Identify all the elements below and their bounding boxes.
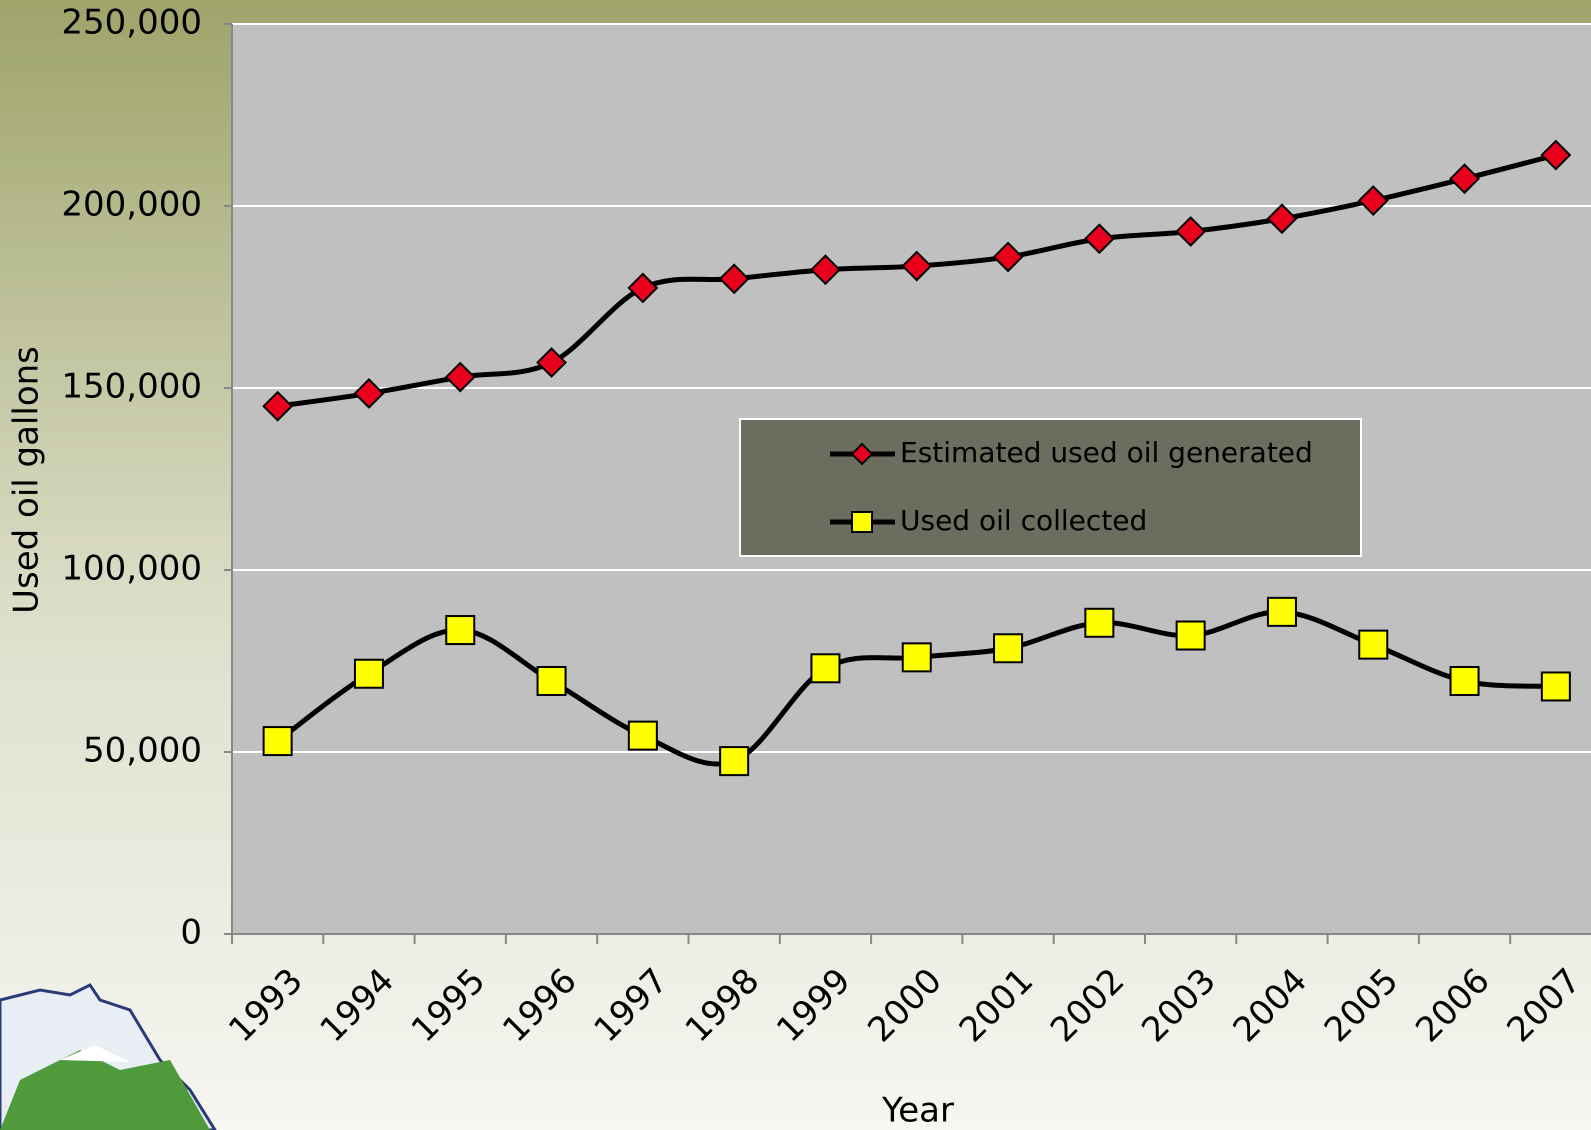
point (1451, 667, 1479, 695)
legend: Estimated used oil generated Used oil col… (740, 419, 1361, 556)
page: {"chart_data": {"type": "line", "x_label… (0, 0, 1591, 1130)
legend-label: Estimated used oil generated (900, 436, 1313, 469)
y-tick-label: 50,000 (83, 731, 202, 771)
y-tick-label: 0 (180, 913, 202, 953)
point (903, 643, 931, 671)
x-axis-title: Year (881, 1091, 954, 1130)
legend-marker (852, 512, 872, 532)
point (538, 667, 566, 695)
y-tick-label: 150,000 (61, 367, 202, 407)
point (1085, 609, 1113, 637)
point (355, 660, 383, 688)
point (1268, 598, 1296, 626)
y-tick-label: 100,000 (61, 549, 202, 589)
point (446, 616, 474, 644)
y-tick-label: 200,000 (61, 185, 202, 225)
y-axis-title: Used oil gallons (7, 346, 47, 614)
point (629, 722, 657, 750)
point (994, 634, 1022, 662)
point (1542, 672, 1570, 700)
point (1359, 631, 1387, 659)
point (1177, 622, 1205, 650)
y-tick-label: 250,000 (61, 3, 202, 43)
chart: Year Used oil gallons 0 50,000 100,000 150,… (0, 0, 1591, 1130)
point (720, 747, 748, 775)
legend-label: Used oil collected (900, 504, 1147, 537)
point (264, 727, 292, 755)
point (811, 654, 839, 682)
